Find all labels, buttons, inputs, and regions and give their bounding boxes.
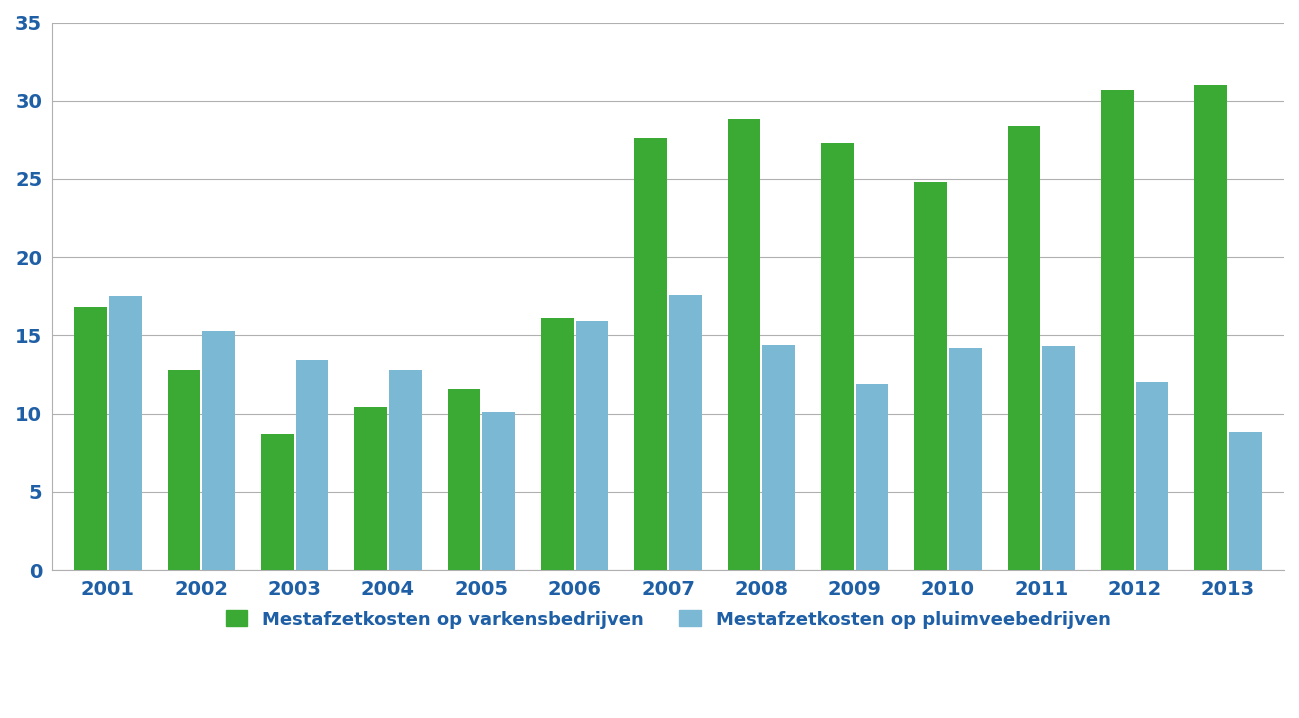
Bar (1042, 346, 1076, 570)
Bar (950, 348, 982, 570)
Bar (109, 297, 142, 570)
Bar (355, 407, 387, 570)
Bar (74, 307, 107, 570)
Bar (1229, 432, 1261, 570)
Bar (856, 384, 889, 570)
Bar (482, 412, 514, 570)
Bar (448, 388, 481, 570)
Bar (388, 370, 422, 570)
Bar (296, 360, 329, 570)
Bar (634, 139, 668, 570)
Bar (261, 434, 294, 570)
Bar (763, 345, 795, 570)
Bar (203, 331, 235, 570)
Legend: Mestafzetkosten op varkensbedrijven, Mestafzetkosten op pluimveebedrijven: Mestafzetkosten op varkensbedrijven, Mes… (217, 601, 1120, 638)
Bar (821, 143, 853, 570)
Bar (575, 321, 608, 570)
Bar (1194, 85, 1228, 570)
Bar (914, 182, 947, 570)
Bar (168, 370, 200, 570)
Bar (1102, 90, 1134, 570)
Bar (727, 119, 760, 570)
Bar (542, 318, 574, 570)
Bar (1135, 382, 1168, 570)
Bar (1008, 126, 1040, 570)
Bar (669, 294, 701, 570)
